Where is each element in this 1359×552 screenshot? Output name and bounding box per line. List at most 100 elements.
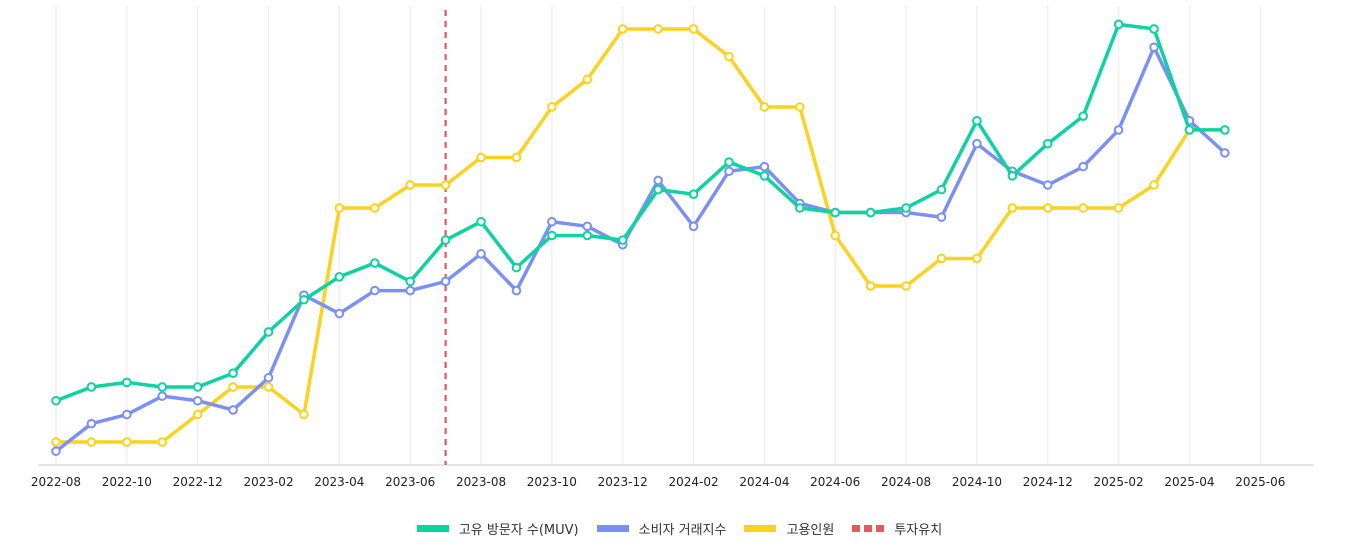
data-point[interactable] [86,437,97,447]
data-point[interactable] [1078,111,1088,121]
data-point[interactable] [405,285,416,296]
data-point[interactable] [1220,125,1230,135]
data-point[interactable] [511,262,522,273]
data-point[interactable] [724,166,734,177]
data-point[interactable] [901,281,911,291]
legend-item-employees[interactable]: 고용인원 [744,519,834,538]
data-point[interactable] [830,207,841,218]
data-point[interactable] [759,161,770,172]
data-point[interactable] [440,235,451,245]
data-point[interactable] [688,24,699,34]
data-point[interactable] [511,152,522,163]
data-point[interactable] [1078,161,1088,172]
data-point[interactable] [1113,125,1124,135]
chart-legend: 고유 방문자 수(MUV) 소비자 거래지수 고용인원 투자유치 [0,519,1359,538]
data-point[interactable] [122,437,132,447]
data-point[interactable] [830,230,841,241]
data-point[interactable] [795,203,805,213]
data-point[interactable] [1149,24,1159,34]
data-point[interactable] [86,382,97,392]
data-point[interactable] [1007,203,1018,213]
data-point[interactable] [936,212,947,222]
data-point[interactable] [192,382,203,392]
data-point[interactable] [122,377,132,388]
data-point[interactable] [228,368,238,379]
data-point[interactable] [901,203,911,213]
data-point[interactable] [334,308,345,319]
data-point[interactable] [582,221,593,232]
data-point[interactable] [440,276,451,287]
data-point[interactable] [476,216,486,227]
data-point[interactable] [724,51,734,62]
data-point[interactable] [263,382,274,392]
data-point[interactable] [688,189,699,199]
data-point[interactable] [263,327,274,337]
data-point[interactable] [1113,19,1124,30]
data-point[interactable] [157,391,168,401]
data-point[interactable] [299,294,309,305]
data-point[interactable] [582,74,593,85]
data-point[interactable] [795,102,805,112]
legend-label-investment: 투자유치 [894,523,943,538]
data-point[interactable] [653,24,663,34]
x-tick-label: 2024-12 [1023,475,1073,489]
data-point[interactable] [192,409,203,420]
data-point[interactable] [192,395,203,406]
data-point[interactable] [369,285,380,296]
data-point[interactable] [865,207,876,218]
data-point[interactable] [653,175,663,186]
data-point[interactable] [547,102,557,112]
data-point[interactable] [263,372,274,383]
data-point[interactable] [972,253,982,264]
data-point[interactable] [1042,138,1053,149]
data-point[interactable] [334,272,345,282]
data-point[interactable] [547,216,557,227]
legend-item-muv[interactable]: 고유 방문자 수(MUV) [416,519,579,538]
data-point[interactable] [617,24,628,34]
data-point[interactable] [1184,125,1195,135]
data-point[interactable] [299,409,309,420]
data-point[interactable] [1078,203,1088,213]
data-point[interactable] [228,382,238,392]
data-point[interactable] [936,184,947,195]
data-point[interactable] [369,258,380,268]
data-point[interactable] [51,437,61,447]
data-point[interactable] [511,285,522,296]
data-point[interactable] [759,171,770,181]
data-point[interactable] [476,152,486,163]
data-point[interactable] [1007,171,1018,181]
data-point[interactable] [157,437,168,447]
data-point[interactable] [1042,203,1053,213]
data-point[interactable] [617,235,628,245]
data-point[interactable] [582,230,593,241]
data-point[interactable] [972,138,982,149]
data-point[interactable] [653,184,663,195]
data-point[interactable] [1042,180,1053,190]
data-point[interactable] [122,409,132,420]
data-point[interactable] [688,221,699,232]
data-point[interactable] [759,102,770,112]
data-point[interactable] [476,249,486,259]
data-point[interactable] [724,157,734,167]
data-point[interactable] [228,405,238,415]
data-point[interactable] [1149,180,1159,190]
data-point[interactable] [405,276,416,287]
data-point[interactable] [1149,42,1159,53]
data-point[interactable] [440,180,451,190]
data-point[interactable] [972,115,982,126]
data-point[interactable] [865,281,876,291]
data-point[interactable] [405,180,416,190]
data-point[interactable] [547,230,557,241]
data-point[interactable] [51,446,61,457]
data-point[interactable] [369,203,380,213]
data-point[interactable] [51,395,61,406]
legend-item-investment[interactable]: 투자유치 [852,519,942,538]
data-point[interactable] [1113,203,1124,213]
x-axis-tick-labels: 2022-08 2022-10 2022-12 2023-02 2023-04 2023-… [31,475,1285,489]
data-point[interactable] [86,418,97,429]
data-point[interactable] [334,203,345,213]
legend-item-consumer-index[interactable]: 소비자 거래지수 [596,519,726,538]
data-point[interactable] [936,253,947,264]
data-point[interactable] [157,382,168,392]
data-point[interactable] [1220,148,1230,158]
